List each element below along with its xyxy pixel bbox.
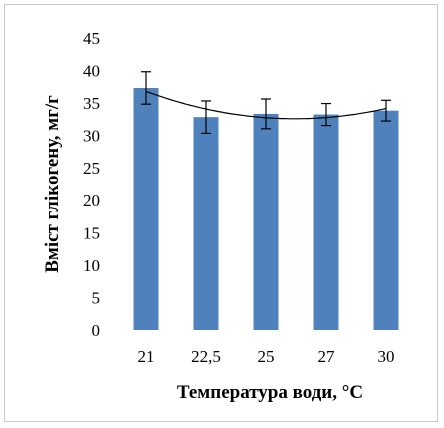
bar-22,5 (193, 117, 219, 330)
y-axis-title: Вміст глікогену, мг/г (42, 95, 63, 273)
x-axis-ticks: 21 22,5 25 27 30 (138, 347, 395, 366)
x-tick-label: 22,5 (191, 347, 221, 366)
y-tick-label: 15 (83, 224, 100, 243)
y-tick-label: 10 (83, 256, 100, 275)
x-axis-title: Температура води, °С (177, 382, 363, 403)
y-tick-label: 20 (83, 191, 100, 210)
x-tick-label: 30 (378, 347, 395, 366)
bar-30 (373, 110, 399, 330)
y-tick-label: 0 (92, 321, 101, 340)
bar-series (133, 87, 399, 331)
y-tick-label: 25 (83, 159, 100, 178)
x-tick-label: 25 (258, 347, 275, 366)
trend-line (145, 90, 387, 120)
bar-21 (133, 87, 159, 330)
chart-frame (4, 4, 438, 422)
y-tick-label: 30 (83, 126, 100, 145)
x-tick-label: 27 (318, 347, 336, 366)
y-tick-label: 40 (83, 61, 100, 80)
y-tick-label: 35 (83, 94, 100, 113)
bar-25 (253, 113, 279, 330)
error-bars (141, 71, 391, 134)
x-tick-label: 21 (138, 347, 155, 366)
y-tick-label: 5 (92, 289, 101, 308)
y-axis-ticks: 0 5 10 15 20 25 30 35 40 45 (83, 29, 100, 340)
y-tick-label: 45 (83, 29, 100, 48)
bar-27 (313, 114, 339, 331)
